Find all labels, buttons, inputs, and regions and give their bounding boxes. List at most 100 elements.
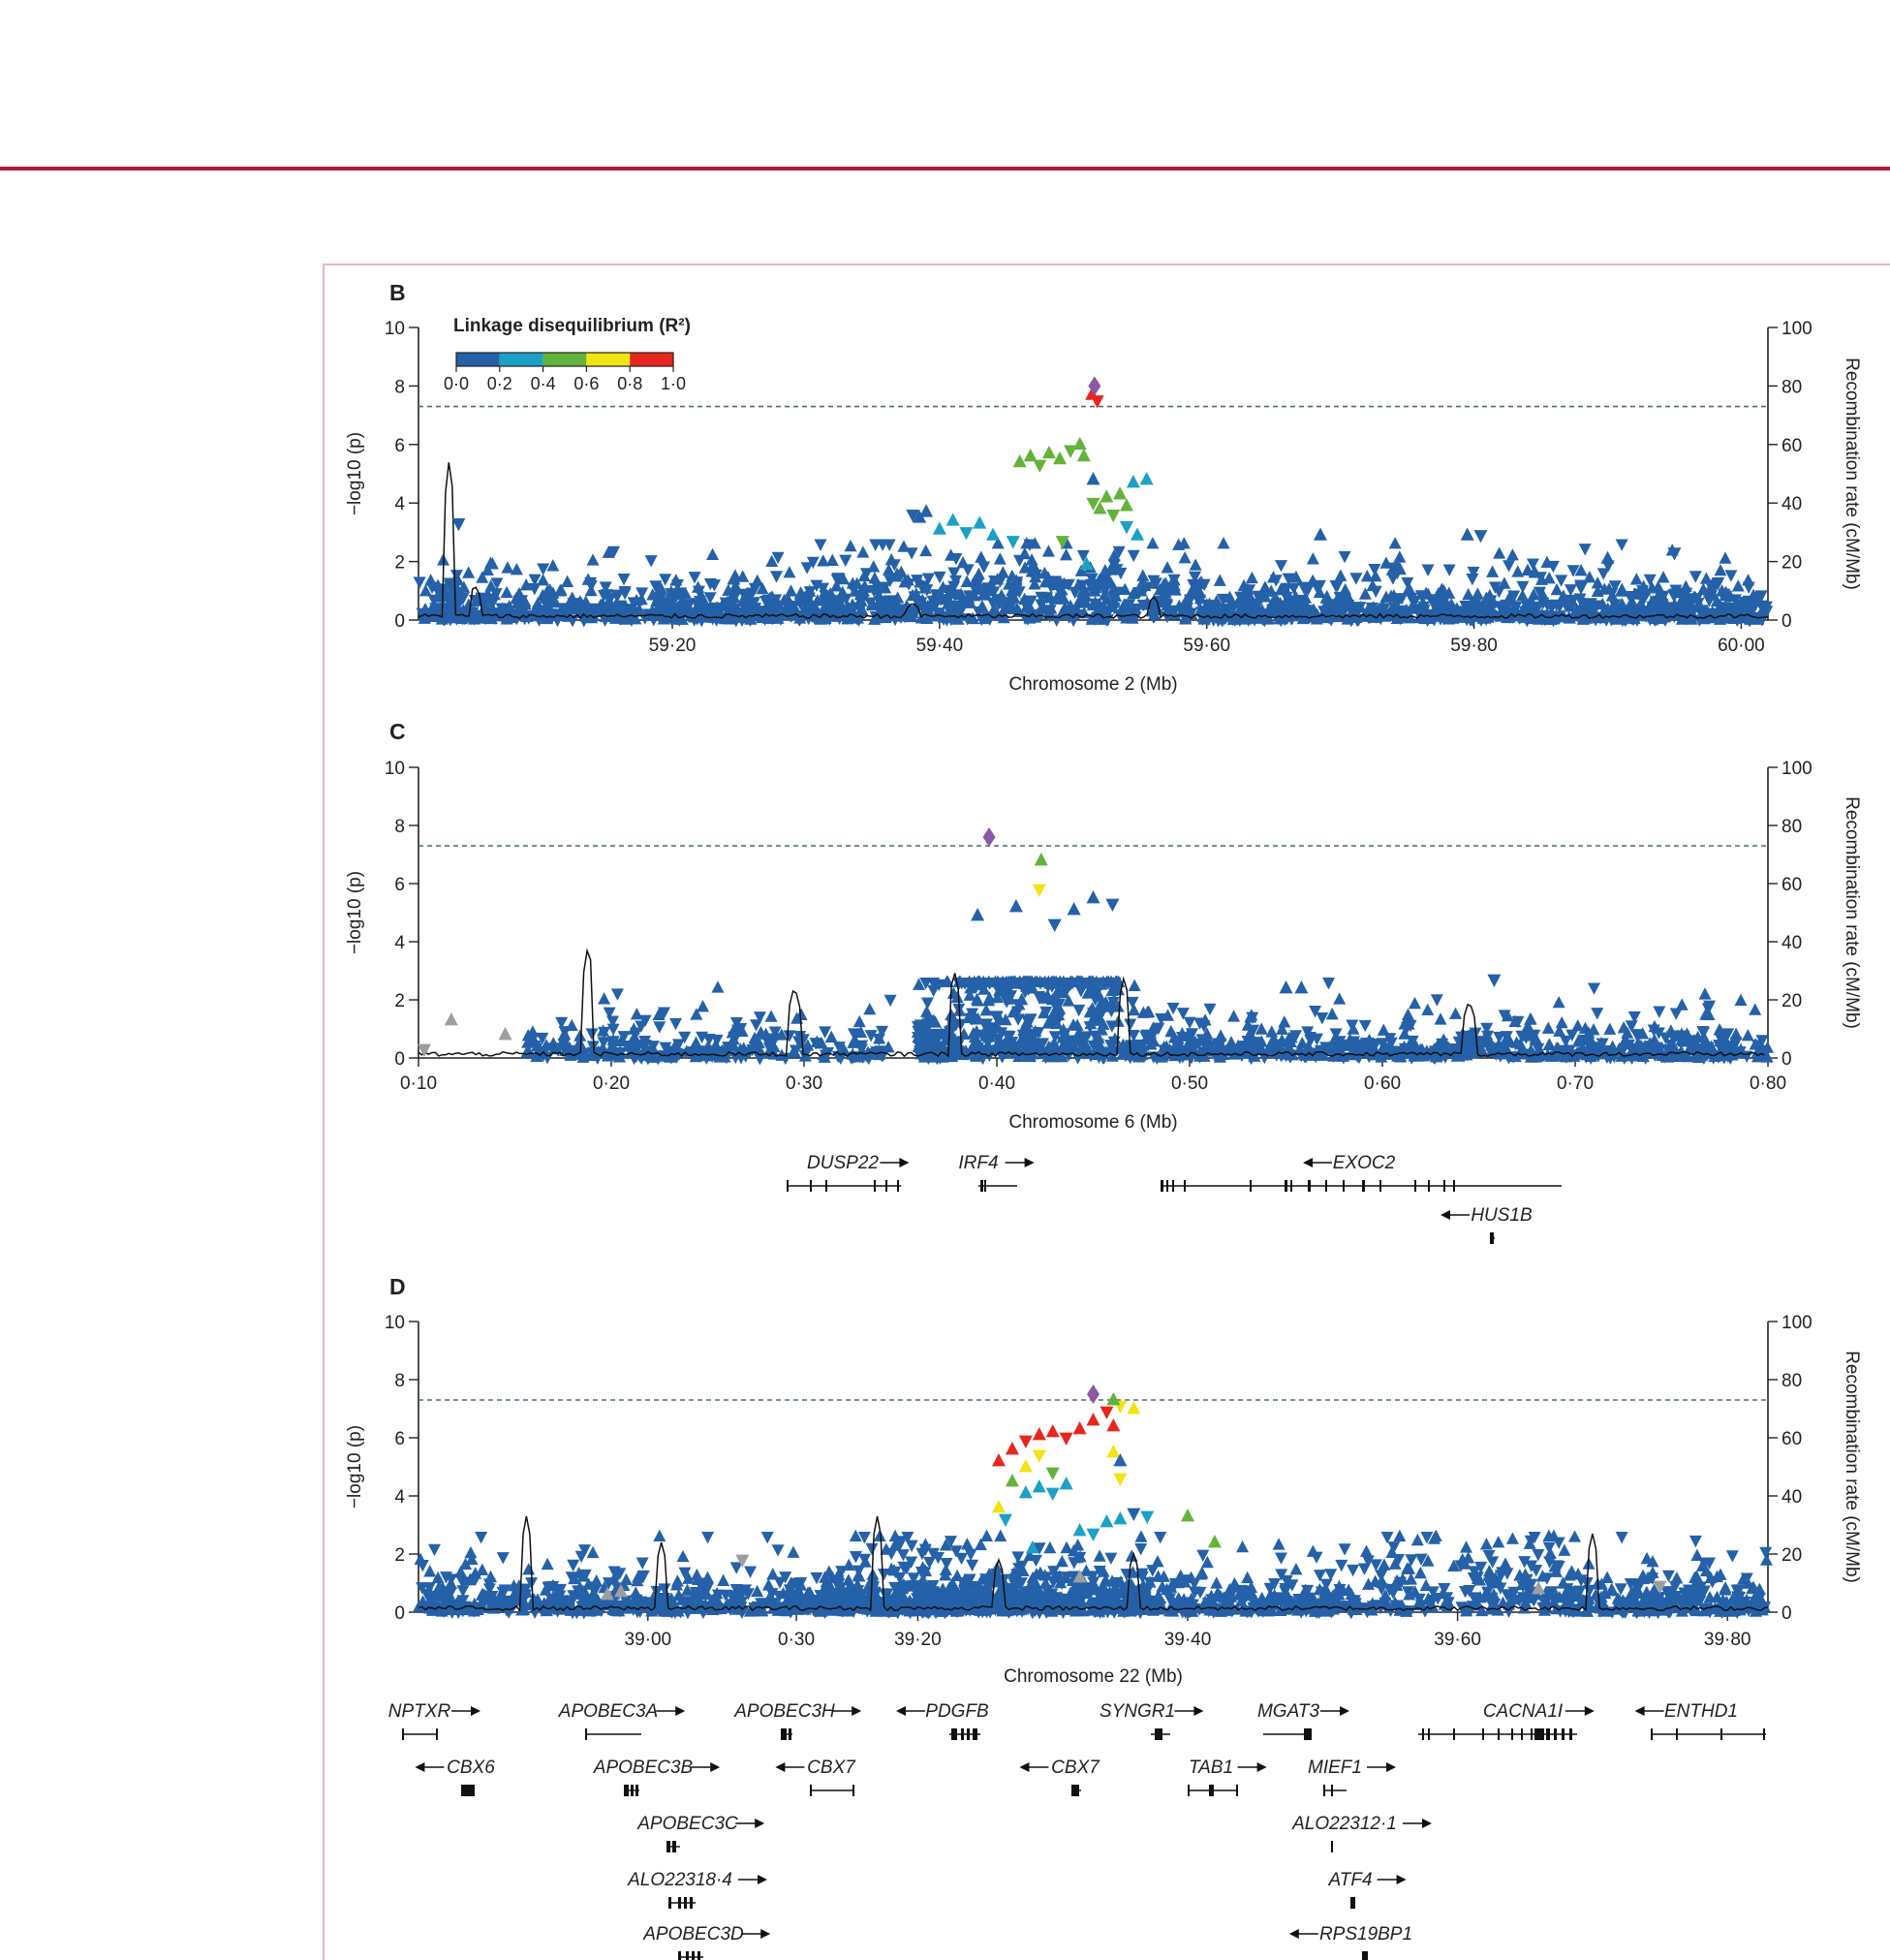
snp-point [854,1043,868,1056]
snp-point [810,1035,823,1047]
snp-point [585,607,599,619]
snp-point [981,1037,995,1050]
snp-point [1264,584,1278,597]
snp-point [1184,1596,1197,1608]
snp-point [1461,1030,1474,1043]
snp-point [1626,1596,1639,1609]
snp-point [425,1590,439,1603]
snp-point [731,1602,745,1615]
snp-point [673,587,687,600]
snp-point [945,1025,958,1038]
snp-point [1558,1543,1571,1556]
snp-point [785,600,798,612]
ld-snp-point [1600,550,1615,564]
snp-point [1278,1015,1291,1028]
snp-point [1223,1585,1236,1599]
snp-point [695,1045,708,1058]
snp-point [1547,1049,1561,1062]
snp-point [1412,1596,1426,1608]
snp-point [1316,1047,1329,1060]
snp-point [456,604,470,616]
snp-point [1519,1568,1533,1580]
snp-point [750,1019,763,1032]
snp-point [927,984,941,997]
snp-point [1280,592,1293,605]
snp-point [1054,978,1068,990]
snp-point [977,982,991,995]
snp-point [1494,1582,1507,1595]
snp-point [625,614,638,628]
snp-point [624,1040,637,1052]
snp-point [451,1606,465,1620]
snp-point [1079,596,1093,608]
ld-snp-point [1105,898,1120,912]
snp-point [996,566,1009,578]
snp-point [719,597,732,609]
snp-point [1197,1020,1211,1033]
snp-point [1539,1586,1553,1599]
snp-point [1657,571,1670,583]
snp-point [933,571,946,584]
snp-point [675,593,689,606]
ld-snp-point [1086,497,1100,512]
snp-point [1640,1551,1654,1565]
snp-point [1720,611,1733,624]
snp-point [1234,591,1248,605]
snp-point [1102,575,1116,588]
snp-point [1523,1580,1536,1594]
snp-point [1613,1042,1627,1055]
snp-point [602,602,615,614]
snp-point [765,554,779,568]
snp-point [759,606,772,618]
snp-point [1516,603,1530,615]
snp-point [760,1532,774,1544]
snp-point [1134,1543,1148,1556]
snp-point [1289,1563,1303,1575]
snp-point [1542,1529,1556,1541]
snp-point [1024,595,1038,607]
snp-point [785,584,798,597]
snp-point [1246,1589,1259,1602]
snp-point [514,607,528,621]
snp-point [1562,1602,1575,1615]
snp-point [852,1014,866,1028]
snp-point [1238,1592,1252,1604]
snp-point [1080,1031,1094,1043]
snp-point [1146,537,1160,549]
snp-point [967,1026,980,1040]
snp-point [1275,1039,1288,1052]
snp-point [1532,1548,1545,1562]
snp-point [1084,581,1098,594]
x-tick-label: 0·80 [1750,1073,1786,1094]
snp-point [611,1569,625,1582]
snp-point [1127,586,1140,600]
snp-point [1419,1578,1433,1592]
snp-point [968,581,981,595]
snp-point [1162,1009,1175,1021]
snp-point [751,1584,764,1598]
snp-point [1572,1035,1586,1047]
snp-point [868,572,882,584]
snp-point [681,1583,695,1596]
snp-point [677,1601,691,1613]
snp-point [547,595,561,608]
snp-point [777,593,790,607]
snp-point [469,594,482,607]
snp-point [1055,583,1069,596]
snp-point [1238,1041,1252,1053]
snp-point [1247,1602,1260,1615]
ld-snp-point [1006,536,1020,549]
snp-point [1675,998,1689,1011]
snp-point [500,612,513,625]
snp-point [1085,573,1099,586]
snp-point [1386,573,1400,585]
snp-point [638,1014,652,1028]
snp-point [1224,1036,1238,1048]
x-tick-label: 39·20 [894,1630,942,1650]
snp-point [443,580,456,593]
snp-point [771,611,785,624]
snp-point [1194,1568,1208,1580]
snp-point [1078,587,1092,600]
snp-point [1614,1583,1627,1596]
snp-point [1301,1040,1315,1052]
